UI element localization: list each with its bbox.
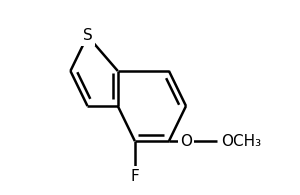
Text: S: S bbox=[82, 28, 92, 43]
Text: F: F bbox=[130, 169, 139, 184]
Text: O: O bbox=[180, 134, 192, 149]
Text: OCH₃: OCH₃ bbox=[221, 134, 261, 149]
